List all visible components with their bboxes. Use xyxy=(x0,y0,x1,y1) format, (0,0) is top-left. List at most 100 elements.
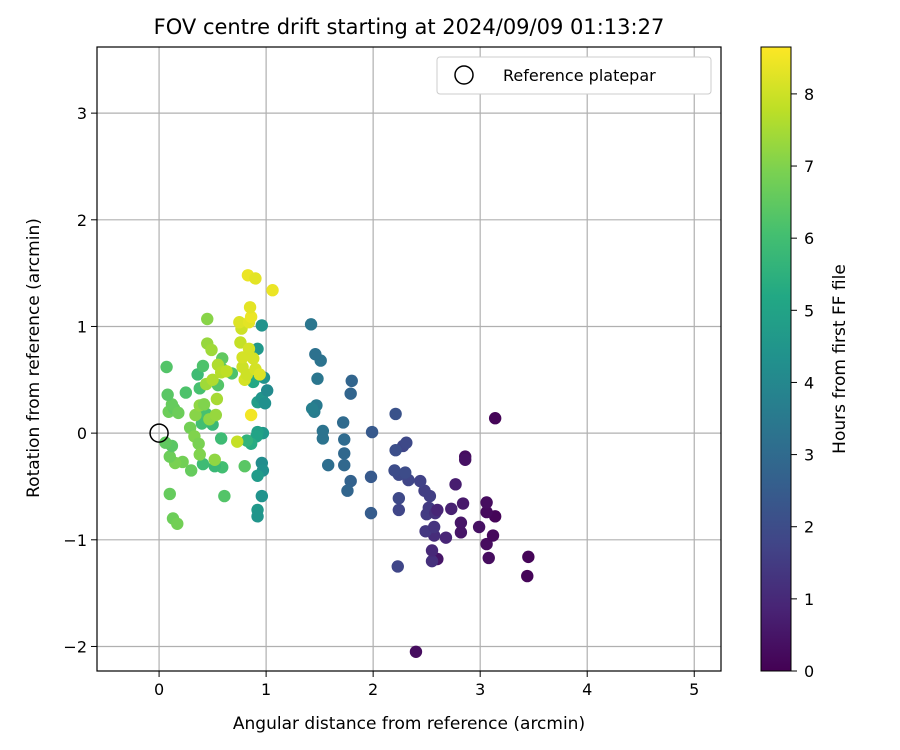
data-point xyxy=(165,398,179,411)
data-point xyxy=(184,464,198,477)
colorbar-tick-label: 5 xyxy=(804,301,814,320)
data-point xyxy=(196,457,210,471)
plot-frame xyxy=(96,46,722,672)
data-point xyxy=(214,432,228,445)
data-point xyxy=(454,526,468,539)
data-point xyxy=(244,310,258,324)
data-point xyxy=(344,387,357,400)
colorbar-tick-label: 4 xyxy=(804,373,814,392)
data-point xyxy=(344,474,357,488)
data-point xyxy=(388,464,401,477)
data-point xyxy=(316,424,330,438)
data-point xyxy=(445,502,458,516)
data-point xyxy=(251,342,264,356)
data-point xyxy=(400,436,413,449)
legend-reference-marker xyxy=(454,65,474,85)
data-point xyxy=(220,365,233,378)
data-point xyxy=(472,520,486,534)
data-point xyxy=(163,487,176,501)
data-point xyxy=(196,359,210,373)
x-tick-label: 0 xyxy=(154,680,164,699)
colorbar-ticks: 0 1 2 3 4 5 6 7 8 xyxy=(791,85,814,681)
data-point xyxy=(364,470,378,484)
data-point xyxy=(189,408,202,422)
data-point xyxy=(233,316,246,329)
data-point xyxy=(338,433,351,446)
reference-platepar-marker xyxy=(149,423,169,443)
data-point xyxy=(266,284,279,297)
data-point xyxy=(163,450,176,463)
data-point xyxy=(458,453,472,466)
scatter-points xyxy=(159,269,535,658)
legend-box xyxy=(436,56,712,95)
data-point xyxy=(414,474,427,488)
data-point xyxy=(172,406,185,420)
y-tick-label: 3 xyxy=(77,104,87,123)
data-point xyxy=(425,544,439,557)
data-point xyxy=(449,478,462,491)
colorbar-tick-label: 7 xyxy=(804,157,814,176)
data-point xyxy=(193,448,206,461)
data-point xyxy=(480,496,493,509)
data-point xyxy=(311,372,324,385)
data-point xyxy=(171,517,184,530)
data-point xyxy=(364,506,378,520)
data-point xyxy=(236,351,249,364)
data-point xyxy=(208,453,221,466)
data-point xyxy=(255,489,269,503)
data-point xyxy=(418,484,431,497)
colorbar-tick-label: 1 xyxy=(804,590,814,609)
data-point xyxy=(234,336,247,349)
colorbar-tick-label: 3 xyxy=(804,446,814,465)
data-point xyxy=(389,407,402,421)
data-point xyxy=(488,412,502,425)
data-point xyxy=(391,560,404,573)
data-point xyxy=(522,550,535,564)
data-point xyxy=(439,531,453,544)
x-tick-label: 5 xyxy=(689,680,699,699)
data-point xyxy=(251,510,264,523)
data-point xyxy=(427,520,441,534)
data-point xyxy=(321,458,335,472)
data-point xyxy=(255,319,269,332)
data-point xyxy=(206,373,219,386)
data-point xyxy=(309,348,322,361)
data-point xyxy=(454,516,468,529)
data-point xyxy=(409,645,423,658)
y-tick-label: 0 xyxy=(77,424,87,443)
data-point xyxy=(238,460,251,473)
colorbar-tick-label: 2 xyxy=(804,518,814,537)
data-point xyxy=(431,503,444,517)
y-tick-label: 1 xyxy=(77,317,87,336)
data-point xyxy=(341,484,354,497)
data-point xyxy=(521,569,534,583)
data-point xyxy=(260,384,274,397)
colorbar-tick-label: 0 xyxy=(804,662,814,681)
x-tick-label: 2 xyxy=(368,680,378,699)
legend: Reference platepar xyxy=(436,56,712,95)
data-point xyxy=(218,489,231,503)
data-point xyxy=(392,503,406,517)
data-point xyxy=(197,398,211,411)
data-point xyxy=(249,272,262,285)
data-point xyxy=(392,492,406,505)
data-point xyxy=(240,434,254,447)
data-point xyxy=(247,352,260,365)
data-point xyxy=(425,554,439,568)
data-point xyxy=(482,551,495,565)
data-point xyxy=(210,392,224,406)
chart-title: FOV centre drift starting at 2024/09/09 … xyxy=(154,15,665,39)
x-axis-ticks: 0 1 2 3 4 5 xyxy=(154,671,699,699)
x-tick-label: 1 xyxy=(261,680,271,699)
x-axis-label: Angular distance from reference (arcmin) xyxy=(233,714,585,734)
data-point xyxy=(258,397,272,410)
y-tick-label: −1 xyxy=(63,531,87,550)
data-point xyxy=(192,437,205,450)
data-point xyxy=(243,301,257,314)
data-point xyxy=(480,505,493,519)
legend-entry-reference-platepar: Reference platepar xyxy=(503,66,656,85)
data-point xyxy=(253,368,266,381)
data-point xyxy=(480,537,493,551)
y-axis-label: Rotation from reference (arcmin) xyxy=(24,218,44,498)
